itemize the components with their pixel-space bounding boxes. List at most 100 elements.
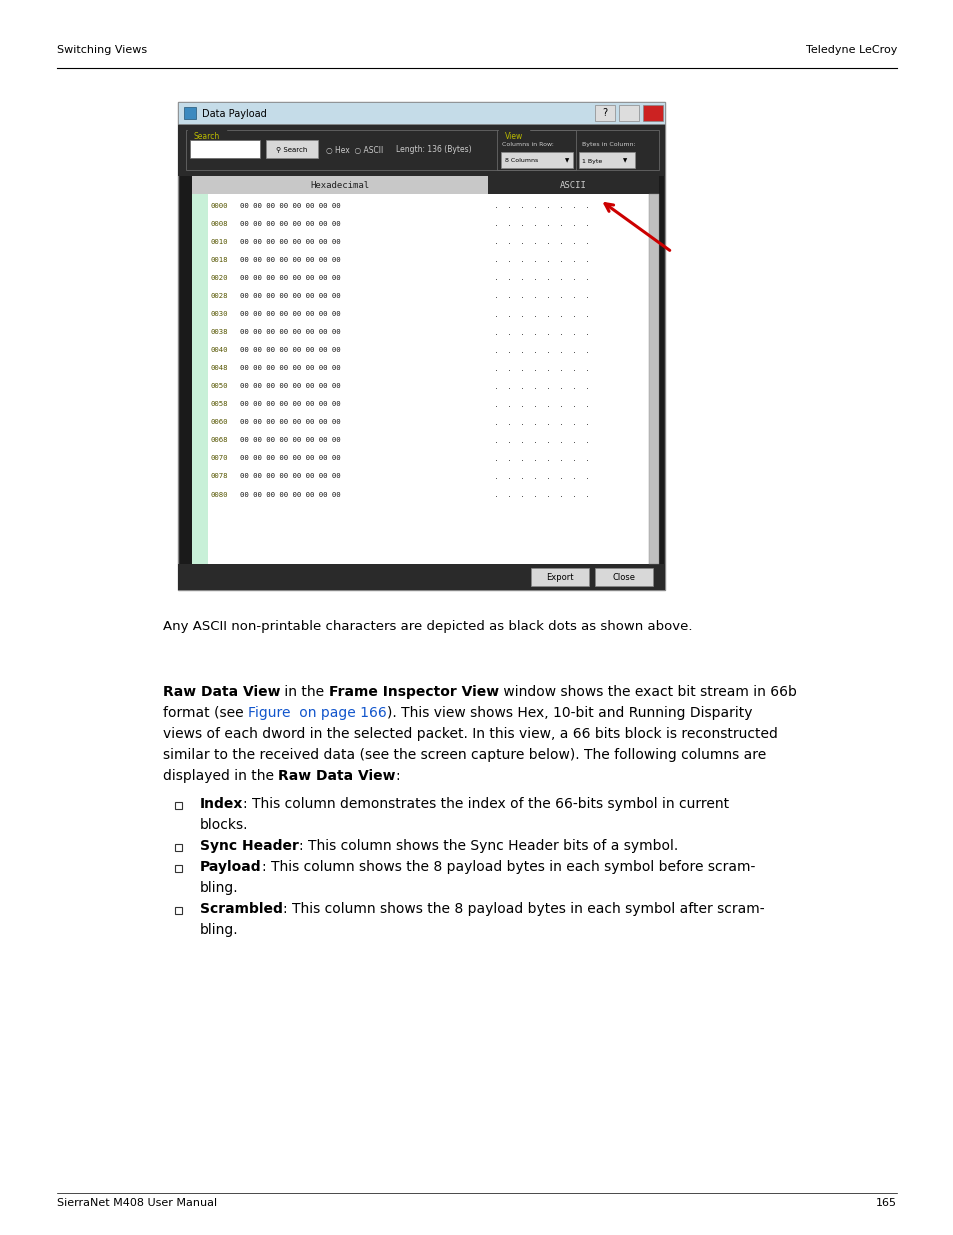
Text: .: . bbox=[520, 363, 523, 373]
Text: .: . bbox=[546, 220, 549, 228]
Text: .: . bbox=[507, 201, 510, 210]
Text: .: . bbox=[507, 417, 510, 427]
Text: Hexadecimal: Hexadecimal bbox=[310, 180, 369, 189]
Text: .: . bbox=[559, 400, 562, 409]
Bar bbox=[192, 194, 208, 564]
Text: .: . bbox=[533, 310, 536, 319]
Text: .: . bbox=[585, 400, 588, 409]
Text: .: . bbox=[507, 454, 510, 463]
Bar bbox=[178, 103, 664, 590]
Text: .: . bbox=[507, 310, 510, 319]
Text: .: . bbox=[546, 472, 549, 480]
Text: .: . bbox=[559, 346, 562, 354]
Text: .: . bbox=[533, 327, 536, 337]
Text: .: . bbox=[559, 256, 562, 264]
Text: Data Payload: Data Payload bbox=[202, 109, 267, 119]
Text: .: . bbox=[533, 201, 536, 210]
Text: in the: in the bbox=[280, 685, 329, 699]
Text: .: . bbox=[585, 201, 588, 210]
Text: .: . bbox=[572, 220, 575, 228]
Text: 0068: 0068 bbox=[211, 437, 229, 443]
Text: .: . bbox=[559, 436, 562, 445]
Bar bbox=[178, 564, 664, 590]
Text: 00 00 00 00 00 00 00 00: 00 00 00 00 00 00 00 00 bbox=[240, 383, 340, 389]
Text: .: . bbox=[520, 454, 523, 463]
Text: ?: ? bbox=[601, 107, 607, 119]
Text: Figure  on page 166: Figure on page 166 bbox=[248, 706, 386, 720]
Text: .: . bbox=[572, 382, 575, 390]
Text: .: . bbox=[494, 256, 497, 264]
Text: .: . bbox=[572, 237, 575, 246]
Text: .: . bbox=[559, 291, 562, 300]
Text: .: . bbox=[533, 417, 536, 427]
Text: .: . bbox=[520, 220, 523, 228]
Text: .: . bbox=[546, 382, 549, 390]
Bar bbox=[174, 864, 182, 872]
Text: Payload: Payload bbox=[200, 860, 261, 874]
Text: .: . bbox=[520, 310, 523, 319]
Text: .: . bbox=[494, 400, 497, 409]
Text: 0050: 0050 bbox=[211, 383, 229, 389]
Bar bbox=[186, 130, 576, 170]
Text: .: . bbox=[546, 490, 549, 499]
Text: .: . bbox=[572, 472, 575, 480]
Text: similar to the received data (see the screen capture below). The following colum: similar to the received data (see the sc… bbox=[163, 748, 765, 762]
Text: .: . bbox=[494, 363, 497, 373]
Text: .: . bbox=[546, 454, 549, 463]
Bar bbox=[642, 105, 662, 121]
Text: .: . bbox=[546, 201, 549, 210]
Bar bbox=[266, 140, 317, 158]
Text: blocks.: blocks. bbox=[200, 818, 248, 832]
Text: .: . bbox=[572, 201, 575, 210]
Text: Raw Data View: Raw Data View bbox=[163, 685, 280, 699]
Bar bbox=[595, 105, 615, 121]
Text: .: . bbox=[507, 490, 510, 499]
Text: .: . bbox=[572, 417, 575, 427]
Text: .: . bbox=[572, 490, 575, 499]
Text: .: . bbox=[494, 220, 497, 228]
Text: .: . bbox=[494, 472, 497, 480]
Bar bbox=[174, 906, 182, 914]
Text: 0018: 0018 bbox=[211, 257, 229, 263]
Text: 0060: 0060 bbox=[211, 420, 229, 425]
Text: 00 00 00 00 00 00 00 00: 00 00 00 00 00 00 00 00 bbox=[240, 456, 340, 462]
Text: : This column demonstrates the index of the 66-bits symbol in current: : This column demonstrates the index of … bbox=[243, 797, 729, 811]
Text: .: . bbox=[585, 382, 588, 390]
Text: 00 00 00 00 00 00 00 00: 00 00 00 00 00 00 00 00 bbox=[240, 221, 340, 227]
Text: .: . bbox=[520, 273, 523, 283]
Text: .: . bbox=[585, 454, 588, 463]
Bar bbox=[578, 152, 635, 168]
Text: 0070: 0070 bbox=[211, 456, 229, 462]
Text: .: . bbox=[546, 327, 549, 337]
Text: .: . bbox=[533, 454, 536, 463]
Text: .: . bbox=[520, 256, 523, 264]
Text: .: . bbox=[572, 346, 575, 354]
Text: Scrambled: Scrambled bbox=[200, 902, 283, 916]
Text: ). This view shows Hex, 10-bit and Running Disparity: ). This view shows Hex, 10-bit and Runni… bbox=[386, 706, 752, 720]
Text: .: . bbox=[585, 237, 588, 246]
Text: 1 Byte: 1 Byte bbox=[581, 158, 601, 163]
Text: .: . bbox=[494, 201, 497, 210]
Text: .: . bbox=[559, 490, 562, 499]
Text: .: . bbox=[546, 400, 549, 409]
Text: .: . bbox=[533, 291, 536, 300]
Text: 00 00 00 00 00 00 00 00: 00 00 00 00 00 00 00 00 bbox=[240, 437, 340, 443]
Text: .: . bbox=[585, 417, 588, 427]
Text: : This column shows the 8 payload bytes in each symbol before scram-: : This column shows the 8 payload bytes … bbox=[261, 860, 754, 874]
Bar bbox=[531, 568, 588, 585]
Text: .: . bbox=[507, 436, 510, 445]
Text: SierraNet M408 User Manual: SierraNet M408 User Manual bbox=[57, 1198, 217, 1208]
Text: .: . bbox=[559, 220, 562, 228]
Text: .: . bbox=[520, 490, 523, 499]
Bar bbox=[488, 177, 659, 194]
Text: .: . bbox=[494, 382, 497, 390]
Text: .: . bbox=[494, 417, 497, 427]
Text: .: . bbox=[494, 346, 497, 354]
Text: Raw Data View: Raw Data View bbox=[278, 769, 395, 783]
Text: .: . bbox=[507, 472, 510, 480]
Text: views of each dword in the selected packet. In this view, a 66 bits block is rec: views of each dword in the selected pack… bbox=[163, 727, 777, 741]
Text: .: . bbox=[494, 273, 497, 283]
Text: .: . bbox=[507, 273, 510, 283]
Text: .: . bbox=[546, 237, 549, 246]
Text: 0000: 0000 bbox=[211, 203, 229, 209]
